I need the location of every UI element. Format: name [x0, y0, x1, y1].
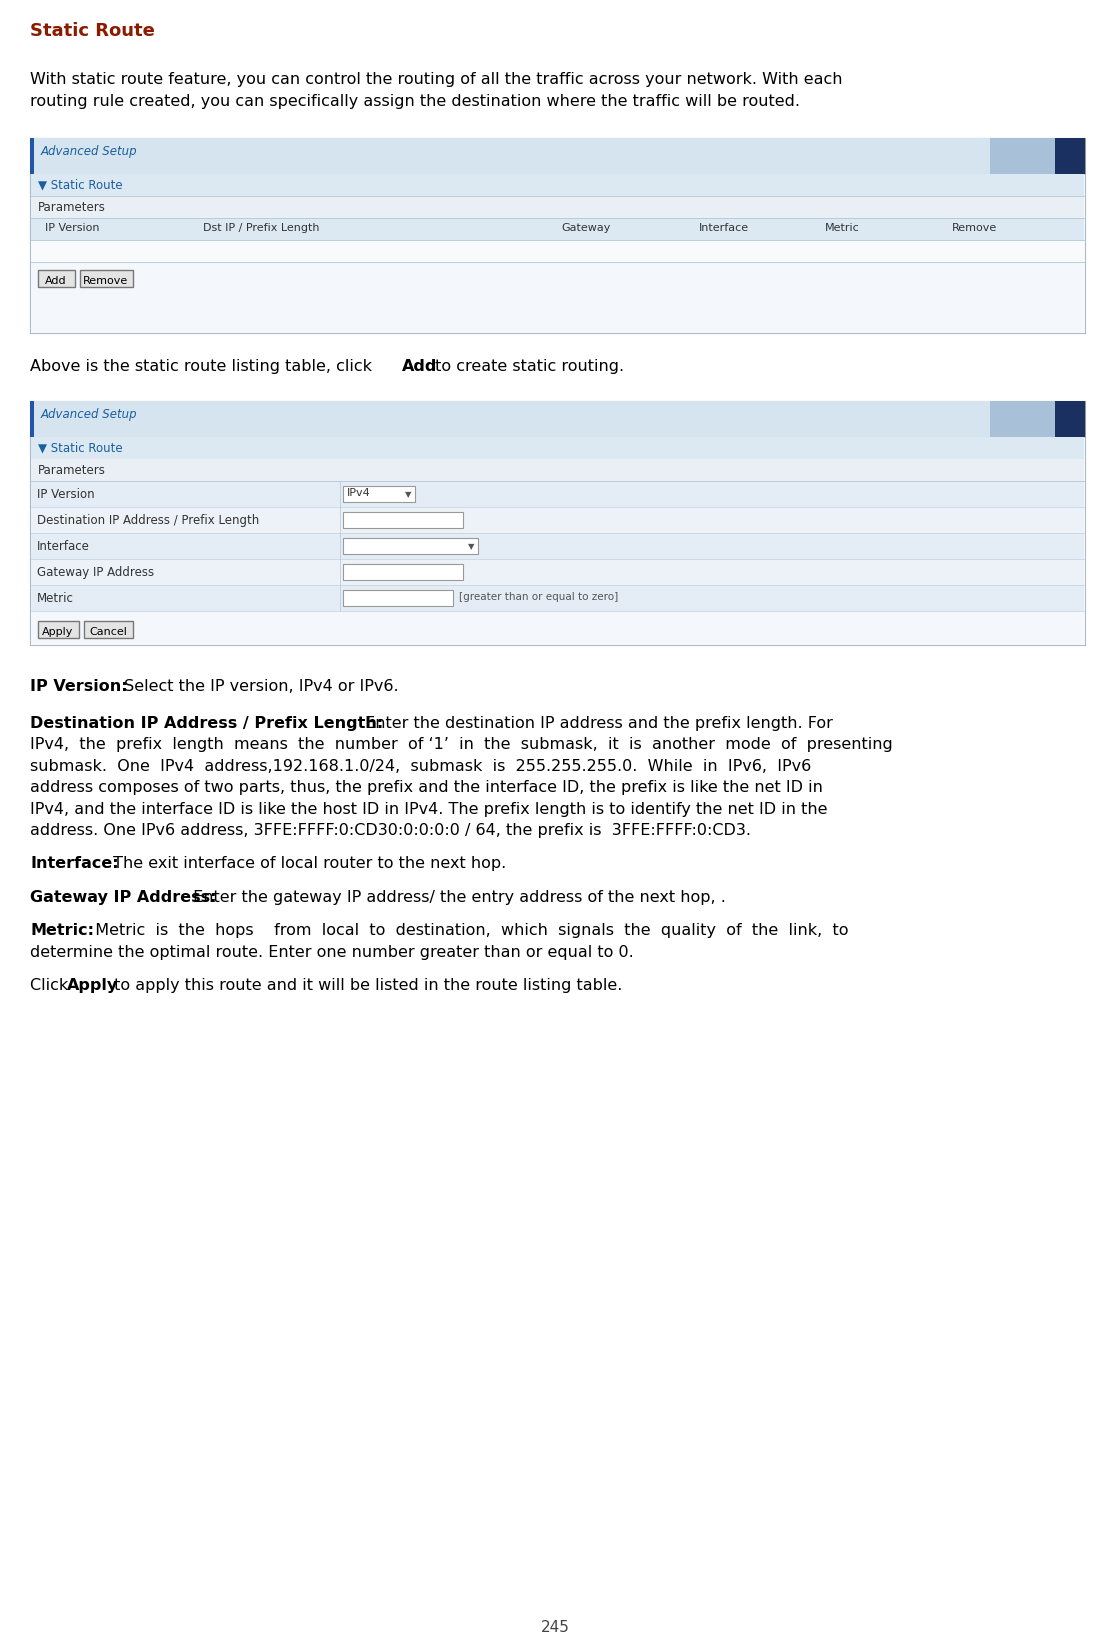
Bar: [30, 138, 1085, 333]
Bar: [31, 560, 1084, 584]
Bar: [343, 512, 463, 528]
Text: ▼ Static Route: ▼ Static Route: [38, 179, 122, 192]
Bar: [31, 195, 1084, 218]
Text: ▼: ▼: [468, 542, 474, 551]
Text: Apply: Apply: [67, 978, 118, 993]
Text: ▼ Static Route: ▼ Static Route: [38, 441, 122, 455]
Text: 245: 245: [541, 1620, 570, 1634]
FancyBboxPatch shape: [38, 620, 79, 637]
Text: Advanced Setup: Advanced Setup: [41, 144, 138, 158]
FancyBboxPatch shape: [83, 620, 132, 637]
Text: Interface:: Interface:: [30, 857, 119, 871]
Text: IPv4: IPv4: [347, 487, 371, 497]
Bar: [31, 459, 1084, 481]
Text: address composes of two parts, thus, the prefix and the interface ID, the prefix: address composes of two parts, thus, the…: [30, 779, 823, 794]
Bar: [990, 138, 1055, 174]
Text: Metric: Metric: [825, 223, 860, 233]
Text: IP Version: IP Version: [37, 487, 94, 501]
Bar: [30, 400, 1085, 437]
Text: Enter the gateway IP address/ the entry address of the next hop, .: Enter the gateway IP address/ the entry …: [188, 889, 725, 904]
Text: Interface: Interface: [699, 223, 749, 233]
Text: IPv4,  the  prefix  length  means  the  number  of ‘1’  in  the  submask,  it  i: IPv4, the prefix length means the number…: [30, 737, 893, 752]
Bar: [30, 437, 1085, 645]
Bar: [343, 486, 416, 502]
Text: to apply this route and it will be listed in the route listing table.: to apply this route and it will be liste…: [109, 978, 622, 993]
Bar: [31, 533, 1084, 560]
Bar: [343, 591, 453, 606]
Text: Gateway: Gateway: [561, 223, 611, 233]
Text: IPv4, and the interface ID is like the host ID in IPv4. The prefix length is to : IPv4, and the interface ID is like the h…: [30, 801, 828, 817]
Text: Interface: Interface: [37, 540, 90, 553]
Text: Destination IP Address / Prefix Length: Destination IP Address / Prefix Length: [37, 514, 259, 527]
Text: Parameters: Parameters: [38, 464, 106, 478]
Bar: [30, 138, 34, 174]
Bar: [30, 400, 34, 437]
Bar: [31, 174, 1084, 195]
FancyBboxPatch shape: [80, 269, 132, 287]
Bar: [1055, 400, 1085, 437]
Text: Select the IP version, IPv4 or IPv6.: Select the IP version, IPv4 or IPv6.: [119, 679, 399, 694]
Text: Metric:: Metric:: [30, 922, 94, 939]
Text: Add: Add: [46, 276, 67, 286]
Text: Gateway IP Address:: Gateway IP Address:: [30, 889, 217, 904]
Text: Dst IP / Prefix Length: Dst IP / Prefix Length: [203, 223, 319, 233]
Bar: [30, 138, 1085, 174]
Text: to create static routing.: to create static routing.: [430, 359, 624, 374]
Bar: [31, 584, 1084, 610]
Text: With static route feature, you can control the routing of all the traffic across: With static route feature, you can contr…: [30, 72, 842, 87]
Text: Above is the static route listing table, click: Above is the static route listing table,…: [30, 359, 377, 374]
Bar: [343, 565, 463, 579]
Text: Metric  is  the  hops    from  local  to  destination,  which  signals  the  qua: Metric is the hops from local to destina…: [86, 922, 849, 939]
Text: Gateway IP Address: Gateway IP Address: [37, 566, 154, 579]
Text: Apply: Apply: [42, 627, 73, 637]
FancyBboxPatch shape: [38, 269, 74, 287]
Text: Destination IP Address / Prefix Length:: Destination IP Address / Prefix Length:: [30, 715, 383, 730]
Bar: [1055, 138, 1085, 174]
Text: Advanced Setup: Advanced Setup: [41, 409, 138, 422]
Text: Cancel: Cancel: [89, 627, 127, 637]
Bar: [31, 507, 1084, 533]
Text: IP Version: IP Version: [44, 223, 99, 233]
Bar: [990, 400, 1055, 437]
Text: Remove: Remove: [83, 276, 129, 286]
Bar: [30, 400, 1085, 645]
Text: Metric: Metric: [37, 592, 73, 606]
Bar: [31, 610, 1084, 645]
Text: Static Route: Static Route: [30, 21, 154, 39]
Text: IP Version:: IP Version:: [30, 679, 128, 694]
Text: Enter the destination IP address and the prefix length. For: Enter the destination IP address and the…: [360, 715, 833, 730]
Text: submask.  One  IPv4  address,192.168.1.0/24,  submask  is  255.255.255.0.  While: submask. One IPv4 address,192.168.1.0/24…: [30, 758, 811, 773]
Text: determine the optimal route. Enter one number greater than or equal to 0.: determine the optimal route. Enter one n…: [30, 945, 633, 960]
Text: Remove: Remove: [952, 223, 997, 233]
Bar: [31, 218, 1084, 240]
Text: [greater than or equal to zero]: [greater than or equal to zero]: [459, 592, 618, 602]
Bar: [31, 481, 1084, 507]
Text: address. One IPv6 address, 3FFE:FFFF:0:CD30:0:0:0:0 / 64, the prefix is  3FFE:FF: address. One IPv6 address, 3FFE:FFFF:0:C…: [30, 824, 751, 839]
Text: Add: Add: [402, 359, 438, 374]
Text: routing rule created, you can specifically assign the destination where the traf: routing rule created, you can specifical…: [30, 94, 800, 108]
Bar: [31, 263, 1084, 333]
Text: Parameters: Parameters: [38, 200, 106, 213]
Bar: [343, 538, 478, 555]
Text: Click: Click: [30, 978, 73, 993]
Bar: [30, 174, 1085, 333]
Text: ▼: ▼: [406, 491, 411, 499]
Bar: [31, 240, 1084, 263]
Text: The exit interface of local router to the next hop.: The exit interface of local router to th…: [108, 857, 507, 871]
Bar: [31, 437, 1084, 459]
